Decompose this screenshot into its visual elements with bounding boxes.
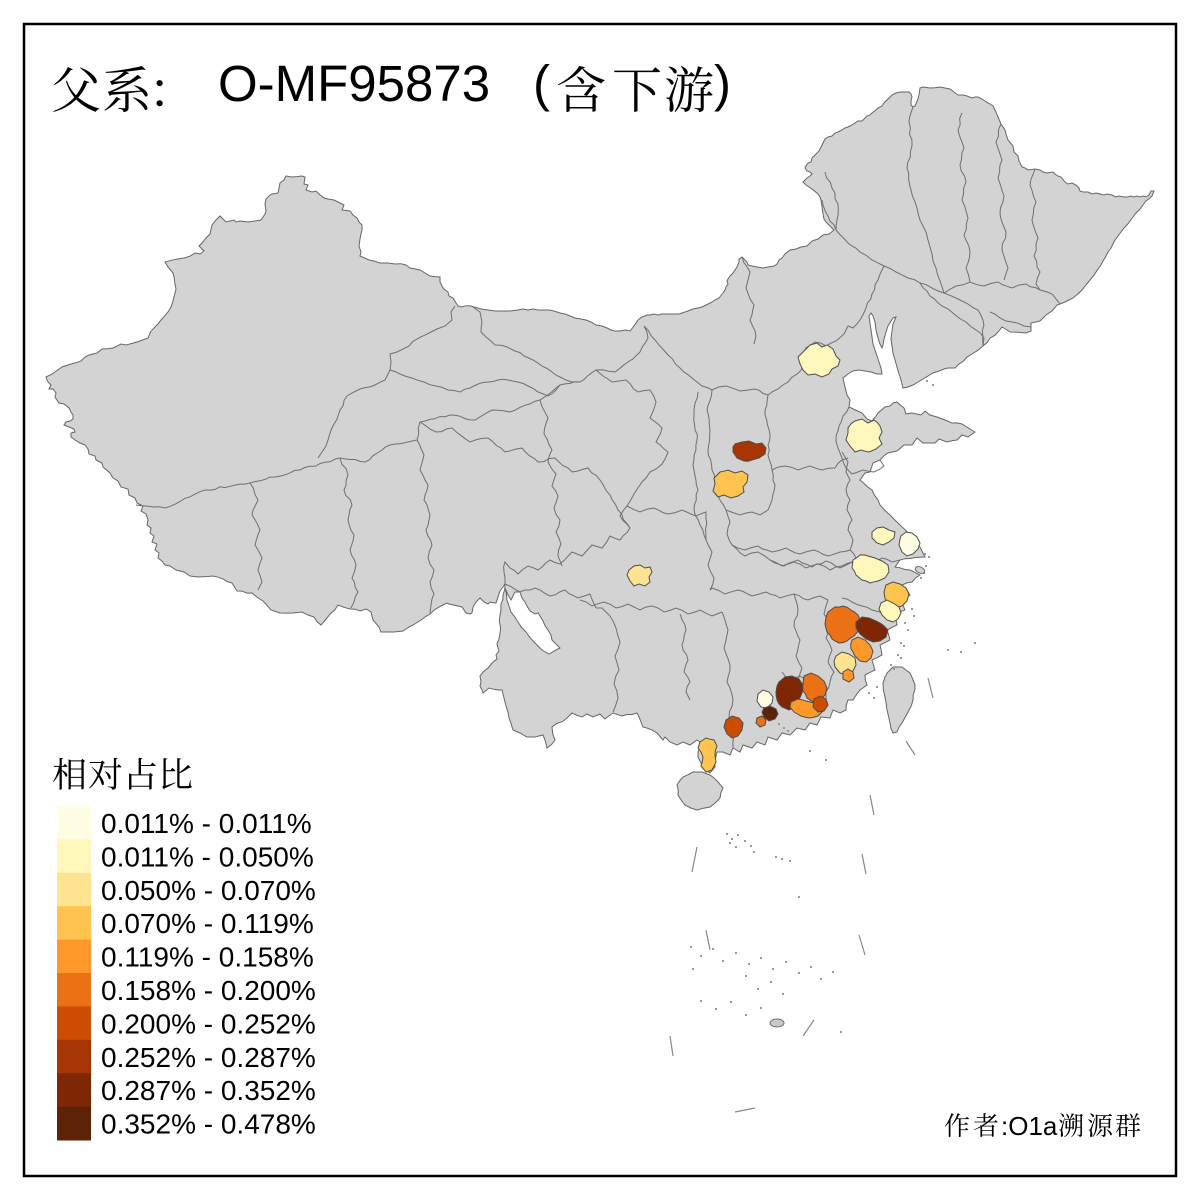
svg-text:0.200% - 0.252%: 0.200% - 0.252% (101, 1008, 316, 1039)
svg-text:0.011% - 0.011%: 0.011% - 0.011% (101, 808, 312, 839)
svg-text:0.119% - 0.158%: 0.119% - 0.158% (101, 942, 314, 973)
svg-text::O1a: :O1a (1001, 1111, 1058, 1141)
svg-text:): ) (714, 55, 731, 112)
svg-text:(: ( (533, 55, 550, 112)
svg-text:0.158% - 0.200%: 0.158% - 0.200% (101, 975, 316, 1006)
svg-text:0.352% - 0.478%: 0.352% - 0.478% (101, 1109, 316, 1140)
svg-text:0.050% - 0.070%: 0.050% - 0.070% (101, 875, 316, 906)
svg-text:0.252% - 0.287%: 0.252% - 0.287% (101, 1042, 316, 1073)
svg-text:O-MF95873: O-MF95873 (218, 55, 490, 112)
svg-text:0.287% - 0.352%: 0.287% - 0.352% (101, 1075, 316, 1106)
svg-text:0.070% - 0.119%: 0.070% - 0.119% (101, 908, 314, 939)
svg-text:0.011% - 0.050%: 0.011% - 0.050% (101, 841, 314, 872)
